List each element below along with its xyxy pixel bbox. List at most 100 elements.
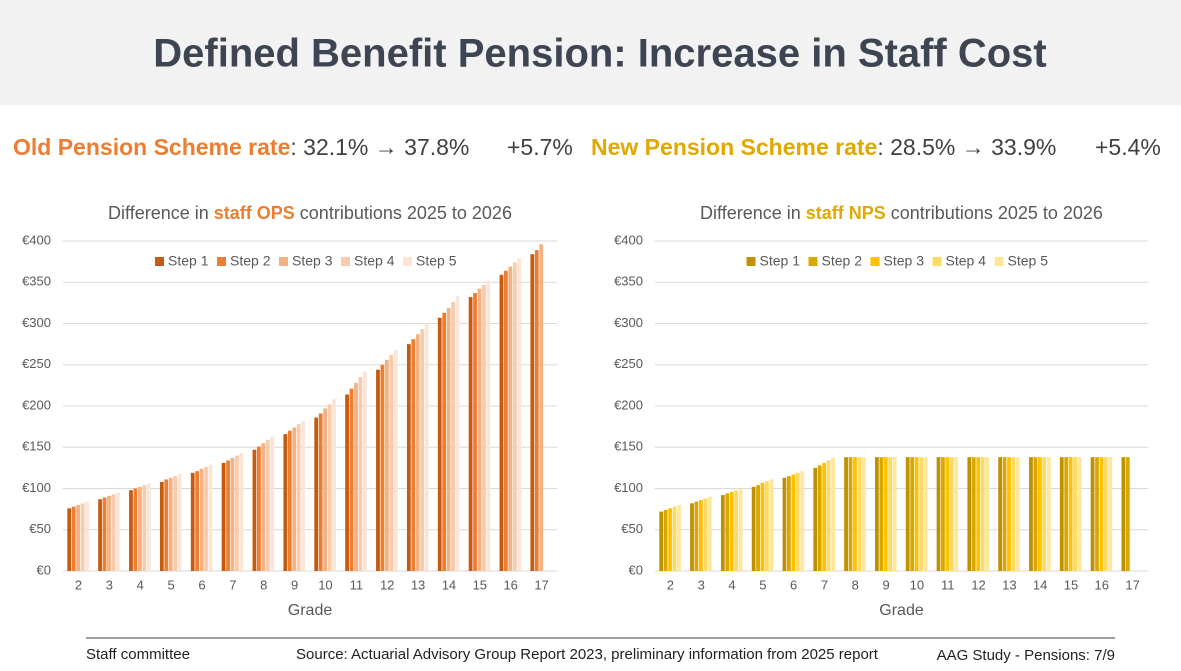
bar — [327, 404, 332, 571]
bar — [314, 417, 319, 571]
bar — [949, 457, 954, 571]
bar — [301, 420, 306, 571]
bar — [133, 488, 138, 571]
bar — [848, 457, 853, 571]
x-tick-label: 11 — [941, 577, 955, 592]
y-tick-label: €300 — [614, 315, 643, 330]
x-tick-label: 12 — [971, 577, 985, 592]
bar — [393, 349, 398, 571]
legend-swatch — [808, 257, 818, 266]
bar — [486, 280, 491, 571]
x-tick-label: 12 — [380, 577, 394, 592]
bar — [270, 436, 275, 571]
x-tick-label: 7 — [229, 577, 236, 592]
x-tick-label: 9 — [291, 577, 298, 592]
y-tick-label: €400 — [614, 232, 643, 247]
bar — [787, 476, 791, 571]
bar — [384, 359, 389, 571]
bar — [879, 457, 884, 571]
legend-label: Step 5 — [416, 253, 457, 269]
bar — [204, 467, 208, 571]
bar — [318, 413, 323, 571]
bar — [283, 434, 288, 571]
rate-name: New Pension Scheme rate — [591, 134, 877, 160]
bar — [1077, 457, 1082, 571]
y-tick-label: €350 — [614, 274, 643, 289]
bar — [80, 503, 85, 571]
x-tick-label: 6 — [198, 577, 205, 592]
rate-text: : 28.5% → 33.9% — [877, 134, 1056, 160]
bar — [102, 497, 107, 571]
bar — [142, 485, 147, 571]
legend-label: Step 5 — [1008, 253, 1049, 269]
legend-label: Step 2 — [230, 253, 271, 269]
bar — [451, 302, 455, 571]
y-tick-label: €100 — [614, 480, 643, 495]
bar — [734, 490, 739, 571]
bar — [738, 488, 743, 571]
bar — [1103, 457, 1108, 571]
y-tick-label: €350 — [22, 274, 51, 289]
bar — [195, 471, 200, 571]
rate-name: Old Pension Scheme rate — [13, 134, 290, 160]
y-tick-label: €100 — [22, 480, 51, 495]
bar — [1042, 457, 1047, 571]
y-tick-label: €200 — [614, 397, 643, 412]
chart-title: Difference in staff NPS contributions 20… — [700, 203, 1103, 223]
bar — [822, 462, 827, 571]
bar — [323, 408, 327, 571]
legend-swatch — [403, 257, 412, 266]
bar — [857, 457, 862, 571]
x-tick-label: 4 — [728, 577, 735, 592]
bar — [504, 270, 508, 571]
bar — [530, 254, 535, 571]
bar — [177, 473, 182, 571]
slide-title: Defined Benefit Pension: Increase in Sta… — [153, 32, 1047, 76]
x-axis-label: Grade — [879, 602, 924, 619]
x-axis-label: Grade — [288, 602, 333, 619]
y-tick-label: €50 — [29, 521, 51, 536]
bar — [699, 500, 703, 571]
bar — [539, 244, 544, 572]
header-band — [0, 0, 1181, 105]
x-tick-label: 3 — [698, 577, 705, 592]
x-tick-label: 17 — [534, 577, 548, 592]
title-part: Difference in — [108, 203, 214, 223]
bar — [861, 457, 866, 571]
bar — [720, 495, 725, 571]
x-tick-label: 9 — [882, 577, 889, 592]
x-tick-label: 5 — [167, 577, 174, 592]
legend-swatch — [870, 257, 880, 266]
bar — [235, 455, 239, 571]
x-tick-label: 8 — [852, 577, 859, 592]
x-tick-label: 15 — [1064, 577, 1078, 592]
legend-swatch — [279, 257, 288, 266]
bar — [892, 457, 897, 571]
bar — [1125, 457, 1130, 571]
legend-label: Step 2 — [822, 253, 863, 269]
bar — [663, 509, 668, 571]
bar — [159, 481, 164, 571]
bar — [707, 496, 712, 571]
rate-change: +5.4% — [1095, 134, 1161, 160]
bar — [923, 457, 928, 571]
x-tick-label: 11 — [350, 577, 364, 592]
bar — [971, 457, 976, 571]
bar — [420, 329, 425, 571]
y-tick-label: €300 — [22, 315, 51, 330]
y-tick-label: €200 — [22, 397, 51, 412]
bar — [239, 453, 244, 571]
x-tick-label: 15 — [473, 577, 487, 592]
x-tick-label: 14 — [442, 577, 456, 592]
bar — [817, 465, 822, 571]
legend-label: Step 1 — [168, 253, 209, 269]
footer-left: Staff committee — [86, 646, 190, 663]
bar — [296, 424, 301, 571]
bar — [883, 457, 888, 571]
bar — [265, 439, 270, 571]
title-part: contributions 2025 to 2026 — [886, 203, 1103, 223]
bar — [111, 494, 116, 571]
bar — [672, 506, 677, 571]
bar — [844, 457, 848, 571]
bar — [853, 457, 857, 571]
